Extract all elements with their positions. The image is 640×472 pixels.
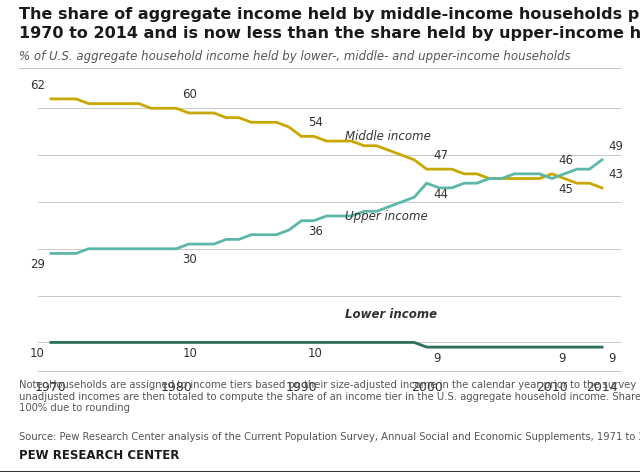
Text: Middle income: Middle income	[345, 130, 431, 143]
Text: 43: 43	[608, 168, 623, 181]
Text: 54: 54	[308, 116, 323, 129]
Text: 45: 45	[558, 183, 573, 196]
Text: 9: 9	[608, 352, 616, 365]
Text: 62: 62	[29, 79, 45, 92]
Text: Upper income: Upper income	[345, 210, 428, 223]
Text: % of U.S. aggregate household income held by lower-, middle- and upper-income ho: % of U.S. aggregate household income hel…	[19, 50, 571, 63]
Text: Lower income: Lower income	[345, 308, 437, 321]
Text: 9: 9	[433, 352, 440, 365]
Text: Source: Pew Research Center analysis of the Current Population Survey, Annual So: Source: Pew Research Center analysis of …	[19, 432, 640, 442]
Text: 1970 to 2014 and is now less than the share held by upper-income households: 1970 to 2014 and is now less than the sh…	[19, 26, 640, 41]
Text: The share of aggregate income held by middle-income households plunged from: The share of aggregate income held by mi…	[19, 7, 640, 22]
Text: 29: 29	[29, 258, 45, 271]
Text: 30: 30	[182, 253, 197, 266]
Text: Note: Households are assigned to income tiers based on their size-adjusted incom: Note: Households are assigned to income …	[19, 380, 640, 413]
Text: 44: 44	[433, 188, 448, 201]
Text: 49: 49	[608, 140, 623, 153]
Text: 46: 46	[558, 154, 573, 167]
Text: PEW RESEARCH CENTER: PEW RESEARCH CENTER	[19, 448, 180, 462]
Text: 9: 9	[558, 352, 566, 365]
Text: 60: 60	[182, 88, 197, 101]
Text: 36: 36	[308, 225, 323, 238]
Text: 47: 47	[433, 149, 448, 162]
Text: 10: 10	[182, 347, 197, 360]
Text: 10: 10	[308, 347, 323, 360]
Text: 10: 10	[30, 347, 45, 360]
